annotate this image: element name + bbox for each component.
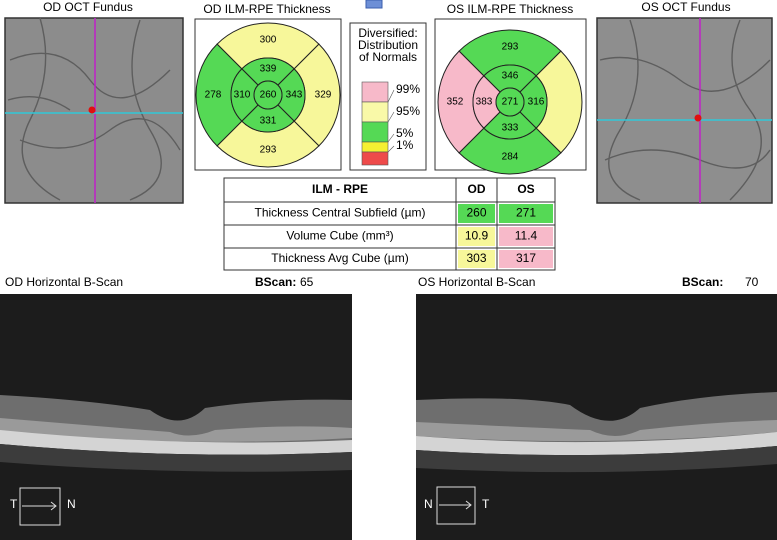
sector-value: 316 [528,97,545,108]
bscan-number: 65 [300,275,314,289]
orientation-indicator [436,486,476,525]
icon [365,0,383,9]
sector-value: 293 [260,145,277,156]
sector-value: 333 [502,123,519,134]
table-cell [499,204,553,223]
legend-swatch [361,121,389,143]
table-cell [499,227,553,246]
title: OS ILM-RPE Thickness [447,2,573,16]
legend-label: 5% [396,126,414,140]
bscan-number: 70 [745,275,759,289]
sector-value: 300 [260,35,277,46]
title: OS OCT Fundus [641,0,730,14]
table-cell [458,204,495,223]
cell-value: 317 [516,251,536,265]
table-header: OD [468,182,486,196]
row-label: Thickness Central Subfield (µm) [255,206,426,220]
sector-value: 343 [286,90,303,101]
table-cell [458,250,495,268]
sector-value: 278 [205,90,222,101]
legend-swatch [361,151,389,166]
sector-value: 284 [502,152,519,163]
bscan-label: BScan: [255,275,296,289]
center-value: 260 [260,90,277,101]
table-cell [458,227,495,246]
sector-value: 310 [234,90,251,101]
sector-value: 346 [502,71,519,82]
row-label: Volume Cube (mm³) [286,229,393,243]
sector-value: 293 [502,42,519,53]
table-header: ILM - RPE [312,182,368,196]
legend-title: Diversified: [358,26,417,40]
orientation-left: T [10,497,18,511]
table-cell [499,250,553,268]
bscan-image [416,294,777,540]
fundus-image [596,17,773,204]
table-header: OS [517,182,534,196]
legend-swatch [361,141,389,153]
orientation-right: T [482,497,490,511]
table: ILM - RPE OD OS Thickness Central Subfield … [223,177,556,271]
legend-title: Distribution [358,38,418,52]
cell-value: 271 [516,206,536,220]
bscan-image [0,294,352,540]
sector-value: 329 [315,90,332,101]
sector-value: 339 [260,64,277,75]
sector-value: 383 [476,97,493,108]
center-sector [253,80,283,110]
center-sector [495,87,525,117]
cell-value: 11.4 [515,229,538,243]
sector-value: 352 [447,97,464,108]
title: OS Horizontal B-Scan [418,275,535,289]
legend-swatch [361,81,389,103]
title: OD OCT Fundus [43,0,133,14]
title: OD ILM-RPE Thickness [203,2,330,16]
legend-tick [387,111,395,123]
orientation-left: N [424,497,433,511]
legend-swatch [361,101,389,123]
legend-tick [387,145,395,153]
bscan-label: BScan: [682,275,723,289]
fundus-image [4,17,184,204]
sector-value: 331 [260,116,277,127]
center-value: 271 [502,97,519,108]
cell-value: 260 [466,206,486,220]
legend-label: 95% [396,104,420,118]
legend-tick [387,133,395,143]
cell-value: 10.9 [465,229,489,243]
orientation-right: N [67,497,76,511]
title: OD Horizontal B-Scan [5,275,123,289]
orientation-indicator [19,487,61,526]
etdrs-grid: 293 284 352 346 316 333 383 271 [437,29,583,175]
row-label: Thickness Avg Cube (µm) [271,251,408,265]
legend-label: 99% [396,82,420,96]
etdrs-grid: 300 329 293 278 339 343 331 310 260 [195,22,341,168]
legend-title: of Normals [359,50,417,64]
legend-label: 1% [396,138,414,152]
cell-value: 303 [466,251,486,265]
legend-tick [387,89,395,103]
